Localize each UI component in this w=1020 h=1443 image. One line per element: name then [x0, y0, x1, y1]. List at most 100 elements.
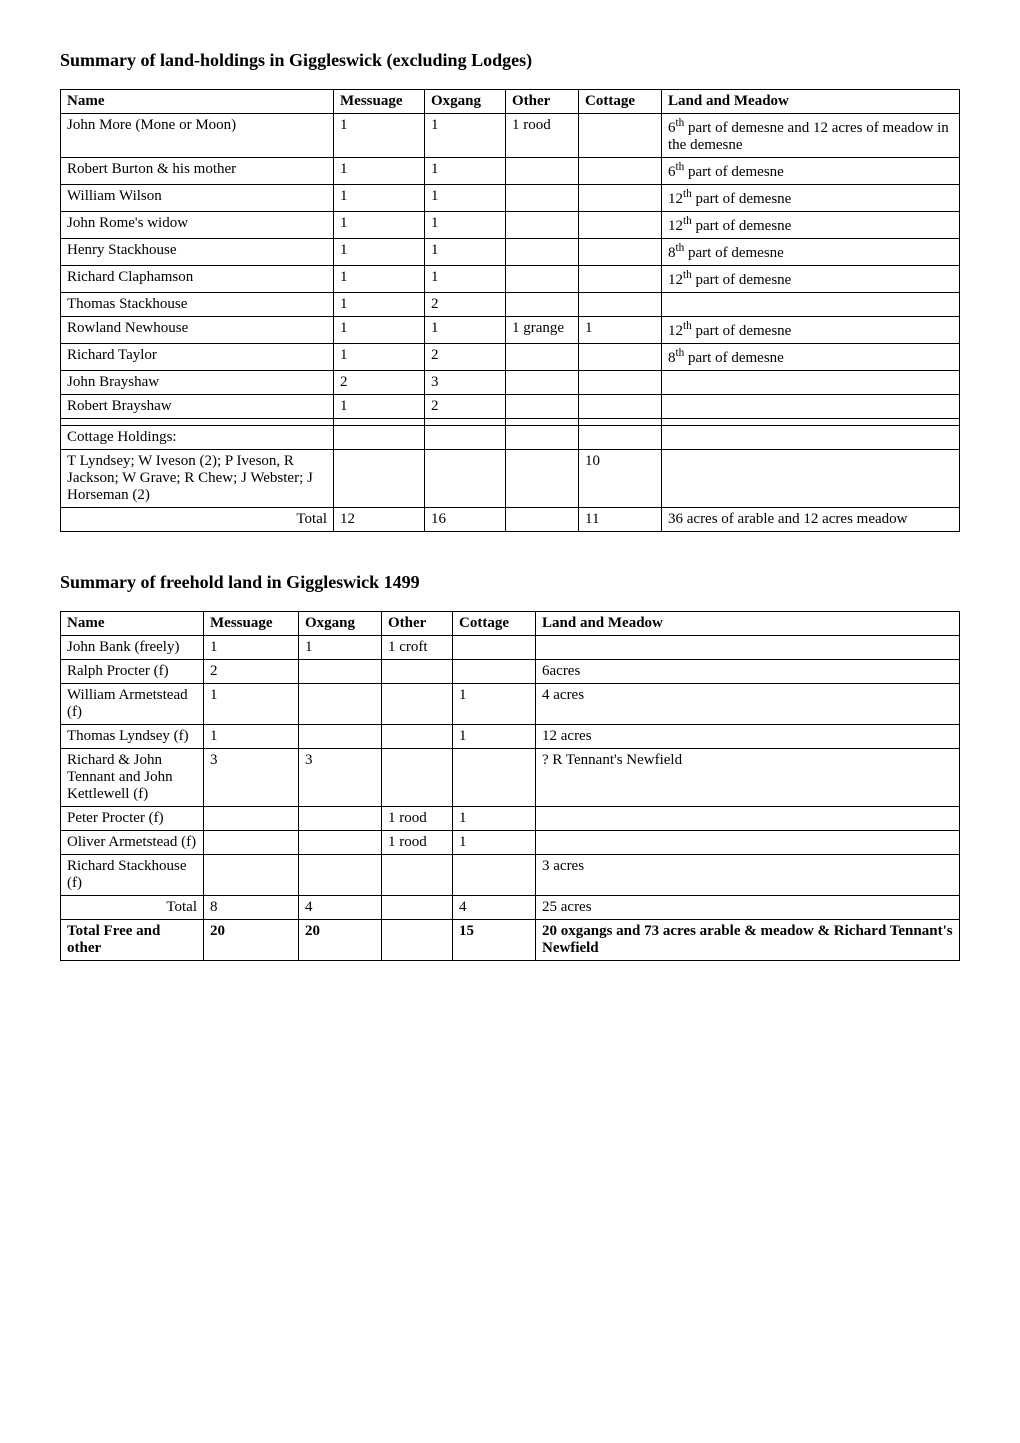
cell-land: 12th part of demesne	[662, 317, 960, 344]
cell-cot	[579, 395, 662, 419]
table-row: Cottage Holdings:	[61, 426, 960, 450]
cell-mess: 2	[204, 660, 299, 684]
cell-oth: 1 rood	[382, 831, 453, 855]
cell-oth	[506, 450, 579, 508]
table-row: Peter Procter (f) 1 rood 1	[61, 807, 960, 831]
cell-oth: 1 croft	[382, 636, 453, 660]
cell-mess	[334, 419, 425, 426]
cell-cot	[579, 266, 662, 293]
cell-mess: 1	[334, 185, 425, 212]
cell-mess: 20	[204, 920, 299, 961]
table-freehold: Name Messuage Oxgang Other Cottage Land …	[60, 611, 960, 961]
cell-land: 12th part of demesne	[662, 212, 960, 239]
cell-ox: 1	[425, 212, 506, 239]
cell-cot	[579, 419, 662, 426]
cell-cot	[579, 114, 662, 158]
cell-land: 4 acres	[536, 684, 960, 725]
cell-cot	[579, 293, 662, 317]
cell-name: Rowland Newhouse	[61, 317, 334, 344]
table-row: Thomas Lyndsey (f) 1 1 12 acres	[61, 725, 960, 749]
cell-land: ? R Tennant's Newfield	[536, 749, 960, 807]
cell-mess	[204, 807, 299, 831]
col-other: Other	[382, 612, 453, 636]
table-header-row: Name Messuage Oxgang Other Cottage Land …	[61, 90, 960, 114]
cell-name: Richard Stackhouse (f)	[61, 855, 204, 896]
cell-land: 20 oxgangs and 73 acres arable & meadow …	[536, 920, 960, 961]
cell-oth	[506, 508, 579, 532]
table-row: Richard & John Tennant and John Kettlewe…	[61, 749, 960, 807]
col-land: Land and Meadow	[662, 90, 960, 114]
cell-land: 8th part of demesne	[662, 239, 960, 266]
cell-land: 25 acres	[536, 896, 960, 920]
table-row: Oliver Armetstead (f) 1 rood 1	[61, 831, 960, 855]
table-row: Robert Burton & his mother 1 1 6th part …	[61, 158, 960, 185]
cell-ox: 2	[425, 293, 506, 317]
table-row: John Brayshaw 2 3	[61, 371, 960, 395]
cell-mess: 1	[334, 212, 425, 239]
cell-cot: 1	[453, 725, 536, 749]
table-row: Rowland Newhouse 1 1 1 grange 1 12th par…	[61, 317, 960, 344]
cell-mess: 12	[334, 508, 425, 532]
cell-name: William Armetstead (f)	[61, 684, 204, 725]
table2-title: Summary of freehold land in Giggleswick …	[60, 572, 960, 593]
table-row-total: Total 8 4 4 25 acres	[61, 896, 960, 920]
cell-land	[662, 395, 960, 419]
cell-ox	[425, 419, 506, 426]
col-name: Name	[61, 612, 204, 636]
cell-mess: 1	[334, 395, 425, 419]
cell-ox: 3	[425, 371, 506, 395]
cell-ox: 2	[425, 344, 506, 371]
cell-ox	[299, 855, 382, 896]
cell-oth	[506, 395, 579, 419]
cell-name: Richard Claphamson	[61, 266, 334, 293]
table-row: Ralph Procter (f) 2 6acres	[61, 660, 960, 684]
cell-land: 12 acres	[536, 725, 960, 749]
cell-ox: 16	[425, 508, 506, 532]
table-row-empty	[61, 419, 960, 426]
cell-ox: 1	[425, 317, 506, 344]
col-oxgang: Oxgang	[299, 612, 382, 636]
table-row: Thomas Stackhouse 1 2	[61, 293, 960, 317]
cell-name: Richard Taylor	[61, 344, 334, 371]
cell-land: 3 acres	[536, 855, 960, 896]
cell-oth	[506, 371, 579, 395]
col-other: Other	[506, 90, 579, 114]
cell-ox	[425, 426, 506, 450]
cell-cot	[453, 636, 536, 660]
cell-land: 6acres	[536, 660, 960, 684]
cell-land	[662, 426, 960, 450]
cell-land	[662, 419, 960, 426]
cell-mess: 1	[334, 317, 425, 344]
cell-ox: 1	[425, 114, 506, 158]
cell-ox	[299, 831, 382, 855]
cell-cot	[453, 749, 536, 807]
cell-ox: 20	[299, 920, 382, 961]
col-cottage: Cottage	[453, 612, 536, 636]
table-row-total: Total 12 16 11 36 acres of arable and 12…	[61, 508, 960, 532]
cell-mess	[204, 831, 299, 855]
cell-land: 6th part of demesne	[662, 158, 960, 185]
cell-land: 12th part of demesne	[662, 266, 960, 293]
table-row: Robert Brayshaw 1 2	[61, 395, 960, 419]
cell-oth	[506, 426, 579, 450]
cell-cot	[453, 660, 536, 684]
cell-cot	[579, 239, 662, 266]
cell-cot: 1	[453, 831, 536, 855]
cell-land: 12th part of demesne	[662, 185, 960, 212]
cell-oth	[382, 725, 453, 749]
cell-mess: 3	[204, 749, 299, 807]
table-row-grand-total: Total Free and other 20 20 15 20 oxgangs…	[61, 920, 960, 961]
col-name: Name	[61, 90, 334, 114]
cell-mess: 1	[334, 114, 425, 158]
cell-oth	[506, 293, 579, 317]
table-row: T Lyndsey; W Iveson (2); P Iveson, R Jac…	[61, 450, 960, 508]
cell-land: 36 acres of arable and 12 acres meadow	[662, 508, 960, 532]
cell-ox	[425, 450, 506, 508]
cell-ox: 1	[299, 636, 382, 660]
cell-cot	[579, 344, 662, 371]
cell-cot: 1	[579, 317, 662, 344]
cell-cot	[579, 426, 662, 450]
cell-name: John Bank (freely)	[61, 636, 204, 660]
col-messuage: Messuage	[334, 90, 425, 114]
cell-ox: 2	[425, 395, 506, 419]
